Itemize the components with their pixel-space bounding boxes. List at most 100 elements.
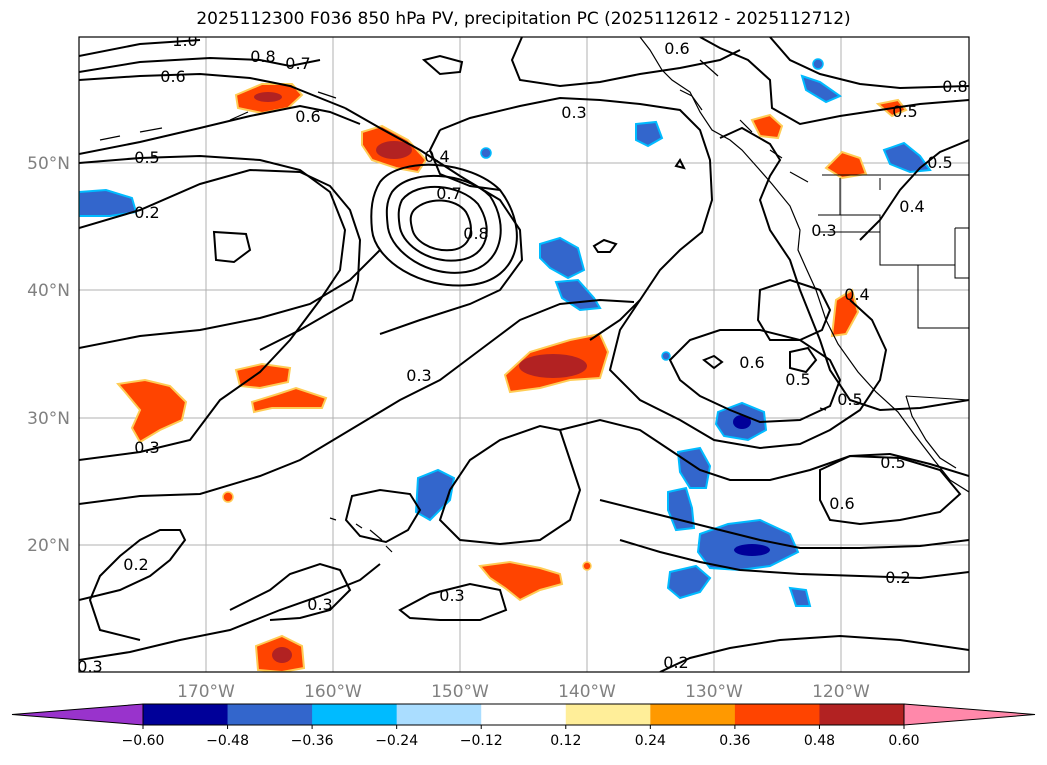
colorbar-ticks: −0.60 −0.48 −0.36 −0.24 −0.12 0.12 0.24 0.36 0.4… bbox=[122, 725, 920, 749]
contour-label: 0.8 bbox=[250, 47, 275, 66]
contour-label: 0.6 bbox=[160, 67, 185, 86]
contour-label: 0.3 bbox=[307, 595, 332, 614]
pv-contour bbox=[212, 230, 252, 264]
lon-label: 160°W bbox=[304, 682, 362, 702]
pv-contour bbox=[79, 168, 362, 351]
pv-contour bbox=[769, 37, 969, 90]
colorbar-cell bbox=[396, 704, 482, 725]
precip-positive-patch bbox=[750, 113, 784, 140]
coastline-aleutians bbox=[99, 91, 337, 141]
precip-positive-core bbox=[272, 647, 292, 663]
contour-label: 0.2 bbox=[123, 555, 148, 574]
precip-positive-core bbox=[254, 92, 282, 102]
precip-negative-patch bbox=[480, 147, 492, 159]
contour-label: 0.4 bbox=[424, 147, 449, 166]
colorbar-tick-label: −0.12 bbox=[460, 733, 503, 749]
pv-contour bbox=[702, 354, 724, 370]
precip-positive-patch bbox=[478, 560, 564, 602]
contour-label: 0.3 bbox=[439, 586, 464, 605]
pv-contour bbox=[79, 104, 361, 155]
precip-negative-patch bbox=[661, 351, 671, 361]
colorbar-cell bbox=[312, 704, 398, 725]
lat-label: 20°N bbox=[27, 536, 70, 556]
contour-label: 0.5 bbox=[880, 453, 905, 472]
pv-contour bbox=[674, 158, 686, 170]
contour-label: 0.3 bbox=[561, 103, 586, 122]
pv-contour bbox=[79, 39, 201, 57]
pv-contour bbox=[510, 37, 741, 88]
lon-label: 140°W bbox=[558, 682, 616, 702]
pv-contour bbox=[599, 499, 969, 549]
contour-label: 0.3 bbox=[134, 438, 159, 457]
contour-label: 0.5 bbox=[927, 153, 952, 172]
pv-contour bbox=[619, 539, 969, 580]
colorbar-cell bbox=[565, 704, 651, 725]
contour-label: 0.5 bbox=[837, 390, 862, 409]
colorbar-tick-label: 0.48 bbox=[804, 733, 835, 749]
contour-label: 0.2 bbox=[885, 568, 910, 587]
precip-negative-patch bbox=[414, 468, 456, 522]
contour-label: 0.6 bbox=[829, 494, 854, 513]
precip-positive-core bbox=[519, 354, 587, 378]
pv-contour bbox=[79, 72, 346, 109]
colorbar-cell bbox=[481, 704, 567, 725]
pv-contour bbox=[421, 54, 464, 76]
contour-label: 0.7 bbox=[436, 184, 461, 203]
pv-ring bbox=[385, 174, 502, 274]
colorbar-extend-high bbox=[903, 703, 1036, 726]
contour-label: 1.0 bbox=[172, 31, 197, 50]
colorbar-cell bbox=[227, 704, 313, 725]
pv-contour bbox=[699, 37, 969, 126]
lon-label: 170°W bbox=[177, 682, 235, 702]
map-title: 2025112300 F036 850 hPa PV, precipitatio… bbox=[196, 9, 851, 29]
precip-negative-patch bbox=[800, 74, 843, 104]
pv-contour bbox=[79, 56, 321, 73]
pv-contour bbox=[398, 582, 508, 621]
precip-negative-patch bbox=[812, 58, 824, 70]
pv-contour bbox=[344, 488, 422, 544]
precip-positive-patch bbox=[250, 386, 328, 414]
pv-contours bbox=[79, 37, 969, 672]
pv-contour bbox=[608, 299, 888, 450]
colorbar-cell bbox=[734, 704, 820, 725]
pv-contour bbox=[79, 249, 381, 349]
pv-ring bbox=[397, 186, 488, 262]
colorbar: −0.60 −0.48 −0.36 −0.24 −0.12 0.12 0.24 0.36 0.4… bbox=[11, 703, 1036, 749]
colorbar-tick-label: 0.24 bbox=[635, 733, 666, 749]
precip-negative-patch bbox=[788, 586, 812, 607]
precip-negative-core bbox=[733, 415, 751, 429]
contour-label: 0.4 bbox=[899, 197, 924, 216]
pv-contour bbox=[789, 346, 818, 374]
contour-label: 0.6 bbox=[664, 39, 689, 58]
precip-negative-patch bbox=[882, 141, 932, 174]
precip-negative-patch bbox=[676, 446, 712, 489]
lat-label: 30°N bbox=[27, 409, 70, 429]
pv-contour bbox=[756, 278, 832, 341]
lat-label: 50°N bbox=[27, 154, 70, 174]
map-frame bbox=[78, 36, 970, 673]
contour-label: 0.8 bbox=[463, 224, 488, 243]
colorbar-tick-label: −0.36 bbox=[291, 733, 334, 749]
contour-label: 0.3 bbox=[811, 221, 836, 240]
coastlines bbox=[99, 37, 969, 553]
contour-label: 0.6 bbox=[295, 107, 320, 126]
precip-negative-patch bbox=[554, 278, 602, 312]
coastline-north-america bbox=[639, 37, 969, 493]
contour-label: 0.6 bbox=[739, 353, 764, 372]
precip-positive-patch bbox=[116, 378, 188, 444]
pv-contour bbox=[719, 126, 969, 412]
pv-contour bbox=[819, 454, 962, 526]
precip-positive-patch bbox=[222, 491, 234, 503]
colorbar-tick-label: 0.60 bbox=[888, 733, 919, 749]
pv-contour bbox=[344, 107, 524, 335]
colorbar-cell bbox=[650, 704, 736, 725]
pv-contour bbox=[668, 329, 842, 424]
colorbar-tick-label: −0.48 bbox=[206, 733, 249, 749]
colorbar-cell bbox=[143, 704, 229, 725]
pv-contour bbox=[79, 529, 187, 641]
colorbar-extend-low bbox=[11, 703, 144, 726]
contour-label: 0.5 bbox=[892, 102, 917, 121]
contour-label: 0.3 bbox=[77, 657, 102, 676]
colorbar-cell bbox=[819, 704, 905, 725]
